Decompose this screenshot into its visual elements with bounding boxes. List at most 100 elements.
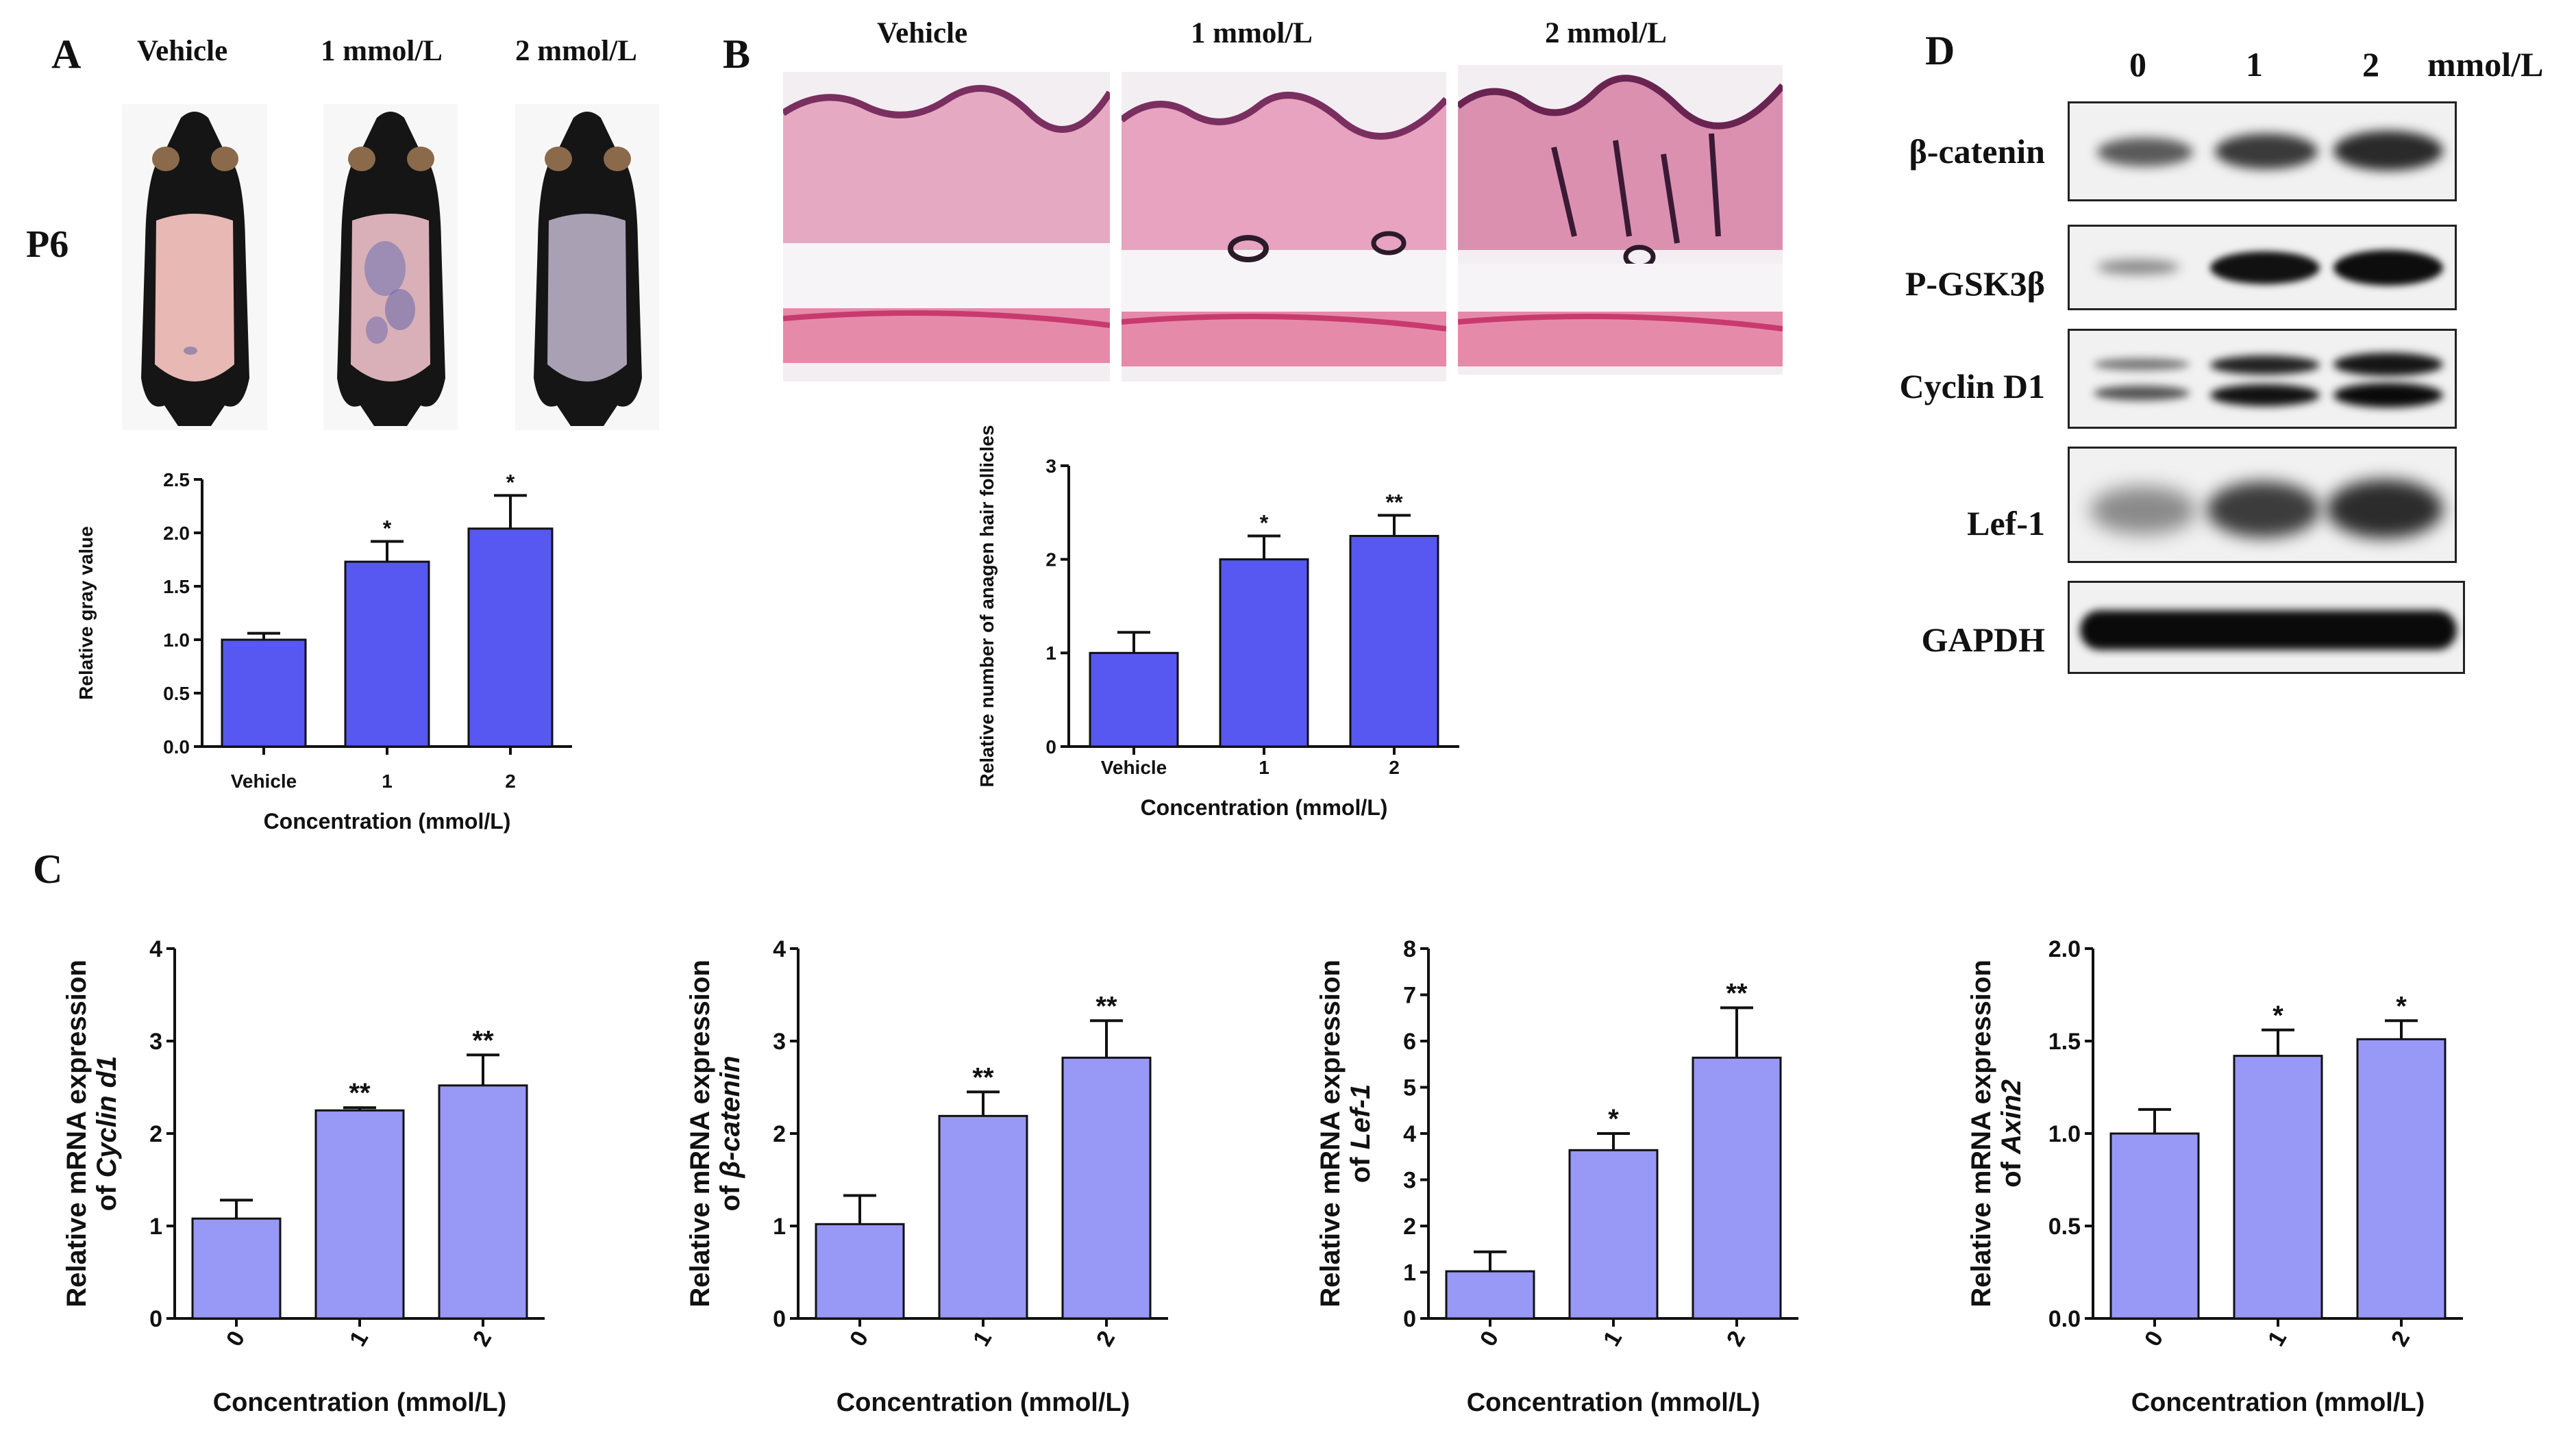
bar — [1692, 1056, 1782, 1320]
x-axis-title: Concentration (mmol/L) — [213, 1388, 507, 1417]
x-tick-label: 2 — [468, 1327, 497, 1351]
y-tick-label: 3 — [149, 1029, 162, 1055]
y-axis-title-prefix: of — [1346, 1149, 1376, 1183]
y-axis-title-line2: of Cyclin d1 — [92, 1056, 122, 1212]
x-tick-label: 2 — [505, 771, 516, 792]
y-axis-title: Relative number of anagen hair follicles — [976, 425, 998, 787]
x-tick-label: 1 — [1598, 1327, 1627, 1351]
bar — [191, 1217, 282, 1320]
panel-b-image-label-1mmol: 1 mmol/L — [1191, 17, 1313, 49]
significance-label: * — [506, 470, 515, 495]
y-tick-label: 7 — [1403, 982, 1416, 1008]
y-tick-label: 2 — [773, 1121, 786, 1147]
mouse-photo-1mmol — [323, 104, 458, 430]
y-axis-title-prefix: of — [92, 1177, 122, 1211]
y-axis-title-line1: Relative mRNA expression — [1315, 960, 1346, 1307]
y-tick-label: 3 — [1045, 455, 1056, 477]
bar — [938, 1114, 1028, 1320]
x-tick-label: 0 — [2140, 1327, 2168, 1351]
blot-cyclin-d1 — [2068, 329, 2457, 429]
significance-label: * — [2272, 1001, 2283, 1031]
bar — [1061, 1056, 1152, 1320]
x-axis-title: Concentration (mmol/L) — [1141, 795, 1388, 820]
y-tick-label: 1 — [1403, 1260, 1416, 1286]
y-axis-title-line1: Relative mRNA expression — [1966, 960, 1996, 1307]
y-axis-title-line1: Relative mRNA expression — [685, 960, 715, 1307]
x-tick-label: 0 — [221, 1327, 250, 1351]
chart-c-axin2: 0.0 0.5 1.0 1.5 2.0 0 * 1 * 2 Concentration (mmol/… — [1966, 936, 2463, 1417]
y-tick-label: 5 — [1403, 1075, 1416, 1101]
panel-b-image-label-2mmol: 2 mmol/L — [1545, 17, 1667, 49]
y-tick-label: 0 — [773, 1306, 786, 1332]
y-axis-title-prefix: of — [1996, 1154, 2027, 1188]
y-axis-title-line2: of Lef-1 — [1346, 1084, 1376, 1183]
y-axis-title-gene: β-catenin — [715, 1055, 745, 1178]
blot-lef-1 — [2068, 447, 2457, 563]
bar — [1445, 1270, 1535, 1320]
y-tick-label: 6 — [1403, 1029, 1416, 1055]
panel-a-label: A — [51, 32, 82, 77]
bar — [815, 1223, 905, 1320]
lane-label-1: 1 — [2246, 45, 2263, 84]
protein-label-p-gsk3b: P-GSK3β — [1905, 264, 2045, 303]
y-tick-label: 2.0 — [163, 523, 190, 544]
y-tick-label: 1.0 — [163, 629, 190, 651]
histology-image-2mmol — [1458, 65, 1783, 375]
significance-label: ** — [1095, 991, 1117, 1021]
chart-c-cyclin-d1: 0 1 2 3 4 0 ** 1 ** 2 Concentration (mmol/L) Relati… — [62, 936, 545, 1417]
x-tick-label: 2 — [2386, 1327, 2415, 1351]
y-tick-label: 0 — [1403, 1306, 1416, 1332]
bar — [1219, 558, 1309, 748]
x-tick-label: 2 — [1091, 1327, 1120, 1351]
y-tick-label: 1 — [149, 1214, 162, 1240]
x-tick-label: Vehicle — [1101, 757, 1167, 778]
x-tick-label: Vehicle — [231, 771, 297, 792]
y-axis-title-gene: Cyclin d1 — [92, 1056, 122, 1178]
histology-image-1mmol — [1122, 72, 1446, 381]
panel-a-photo-label-vehicle: Vehicle — [137, 35, 228, 67]
y-tick-label: 2.5 — [163, 469, 190, 490]
protein-label-beta-catenin: β-catenin — [1909, 132, 2045, 171]
y-tick-label: 1.5 — [2048, 1029, 2081, 1055]
y-tick-label: 3 — [1403, 1167, 1416, 1193]
histology-image-vehicle — [783, 72, 1110, 381]
y-tick-label: 3 — [773, 1029, 786, 1055]
x-axis-title: Concentration (mmol/L) — [1467, 1388, 1761, 1417]
bar — [467, 527, 554, 748]
chart-a: 0.0 0.5 1.0 1.5 2.0 2.5 Vehicle * 1 * 2 Concentrati… — [75, 469, 572, 834]
bar — [1089, 651, 1179, 748]
x-tick-label: 2 — [1389, 757, 1400, 778]
y-tick-label: 2 — [1403, 1214, 1416, 1240]
x-tick-label: 1 — [1259, 757, 1270, 778]
panel-c-label: C — [33, 847, 63, 892]
panel-a-row-label: P6 — [26, 223, 69, 266]
y-tick-label: 0.0 — [2048, 1306, 2081, 1332]
panel-b-image-label-vehicle: Vehicle — [877, 17, 968, 49]
panel-a-photo-label-2mmol: 2 mmol/L — [515, 35, 637, 67]
y-tick-label: 8 — [1403, 936, 1416, 962]
y-tick-label: 4 — [149, 936, 162, 962]
blot-p-gsk3b — [2068, 225, 2457, 310]
y-tick-label: 2.0 — [2048, 936, 2081, 962]
panel-d-label: D — [1925, 28, 1955, 73]
panel-a-photo-label-1mmol: 1 mmol/L — [321, 35, 443, 67]
x-tick-label: 1 — [382, 771, 393, 792]
bar — [1568, 1149, 1659, 1320]
x-tick-label: 1 — [345, 1327, 373, 1351]
x-axis-title: Concentration (mmol/L) — [2131, 1388, 2425, 1417]
y-axis-title-line1: Relative mRNA expression — [62, 960, 92, 1307]
significance-label: * — [1260, 511, 1269, 536]
bar — [1349, 535, 1439, 748]
significance-label: ** — [1386, 490, 1403, 514]
significance-label: ** — [472, 1025, 494, 1055]
y-axis-title-prefix: of — [715, 1178, 745, 1212]
bar — [2356, 1038, 2447, 1320]
bar — [221, 638, 307, 748]
y-axis-title: Relative gray value — [75, 526, 97, 700]
significance-label: ** — [972, 1062, 994, 1092]
y-tick-label: 0.0 — [163, 736, 190, 758]
y-tick-label: 1.5 — [163, 576, 190, 597]
significance-label: * — [1608, 1104, 1619, 1134]
y-axis-title-gene: Axin2 — [1996, 1079, 2027, 1155]
